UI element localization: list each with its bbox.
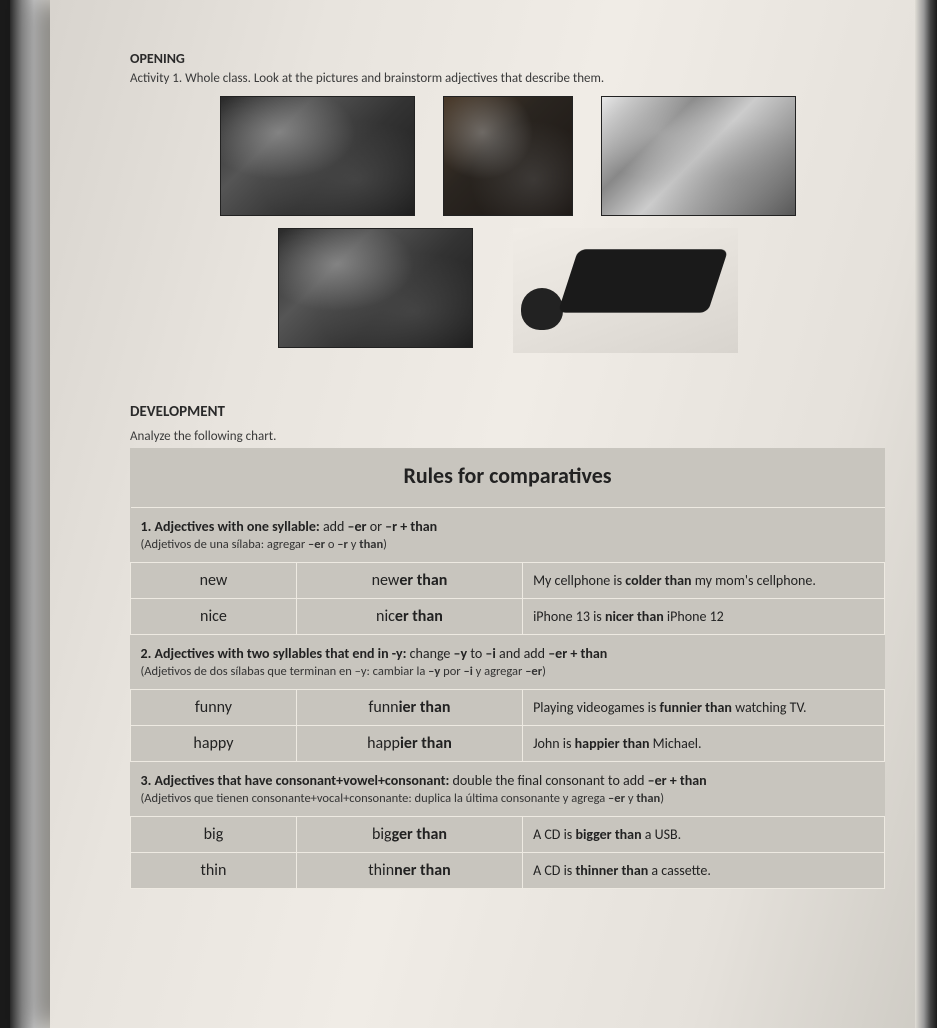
adj-cell: funny: [131, 690, 297, 726]
analyze-instruction: Analyze the following chart.: [130, 429, 885, 444]
rule-2-sub: (Adjetivos de dos sílabas que terminan e…: [141, 664, 875, 679]
table-row: thin thinner than A CD is thinner than a…: [131, 853, 885, 889]
opening-heading: OPENING: [130, 50, 885, 67]
comp-cell: thinner than: [296, 853, 522, 889]
adj-cell: new: [131, 563, 297, 599]
rule-1-lead: 1. Adjectives with one syllable:: [141, 518, 320, 535]
rule-1-rest: add –er or –r + than: [320, 518, 437, 535]
rule-1: 1. Adjectives with one syllable: add –er…: [131, 508, 885, 563]
rule-2-lead: 2. Adjectives with two syllables that en…: [141, 645, 407, 662]
table-row: big bigger than A CD is bigger than a US…: [131, 817, 885, 853]
example-cell: A CD is bigger than a USB.: [523, 817, 885, 853]
photo-car: [220, 96, 415, 216]
photo-console: [513, 228, 738, 353]
adj-cell: nice: [131, 599, 297, 635]
worksheet-page: OPENING Activity 1. Whole class. Look at…: [50, 0, 920, 1028]
adj-cell: thin: [131, 853, 297, 889]
example-cell: A CD is thinner than a cassette.: [523, 853, 885, 889]
activity-instruction: Activity 1. Whole class. Look at the pic…: [130, 71, 885, 86]
example-cell: iPhone 13 is nicer than iPhone 12: [523, 599, 885, 635]
adj-cell: happy: [131, 726, 297, 762]
comp-cell: bigger than: [296, 817, 522, 853]
adj-cell: big: [131, 817, 297, 853]
image-row-2: [130, 228, 885, 353]
page-stack-shadow: [10, 0, 50, 1028]
rule-2: 2. Adjectives with two syllables that en…: [131, 635, 885, 690]
rule-1-sub: (Adjetivos de una sílaba: agregar –er o …: [141, 537, 875, 552]
example-cell: Playing videogames is funnier than watch…: [523, 690, 885, 726]
comp-cell: happier than: [296, 726, 522, 762]
comp-cell: newer than: [296, 563, 522, 599]
photo-headphones: [601, 96, 796, 216]
photo-phone: [443, 96, 573, 216]
example-cell: My cellphone is colder than my mom's cel…: [523, 563, 885, 599]
comp-cell: funnier than: [296, 690, 522, 726]
table-row: nice nicer than iPhone 13 is nicer than …: [131, 599, 885, 635]
example-cell: John is happier than Michael.: [523, 726, 885, 762]
comp-cell: nicer than: [296, 599, 522, 635]
chart-title: Rules for comparatives: [131, 448, 885, 508]
table-row: new newer than My cellphone is colder th…: [131, 563, 885, 599]
rule-2-rest: change –y to –i and add –er + than: [406, 645, 607, 662]
rule-3: 3. Adjectives that have consonant+vowel+…: [131, 762, 885, 817]
table-row: funny funnier than Playing videogames is…: [131, 690, 885, 726]
comparatives-chart: Rules for comparatives 1. Adjectives wit…: [130, 448, 885, 889]
image-row-1: [130, 96, 885, 216]
rule-3-rest: double the final consonant to add –er + …: [449, 772, 706, 789]
rule-3-sub: (Adjetivos que tienen consonante+vocal+c…: [141, 791, 875, 806]
table-row: happy happier than John is happier than …: [131, 726, 885, 762]
development-heading: DEVELOPMENT: [130, 403, 885, 421]
rule-3-lead: 3. Adjectives that have consonant+vowel+…: [141, 772, 450, 789]
photo-camera: [278, 228, 473, 348]
page-right-shadow: [915, 0, 937, 1028]
